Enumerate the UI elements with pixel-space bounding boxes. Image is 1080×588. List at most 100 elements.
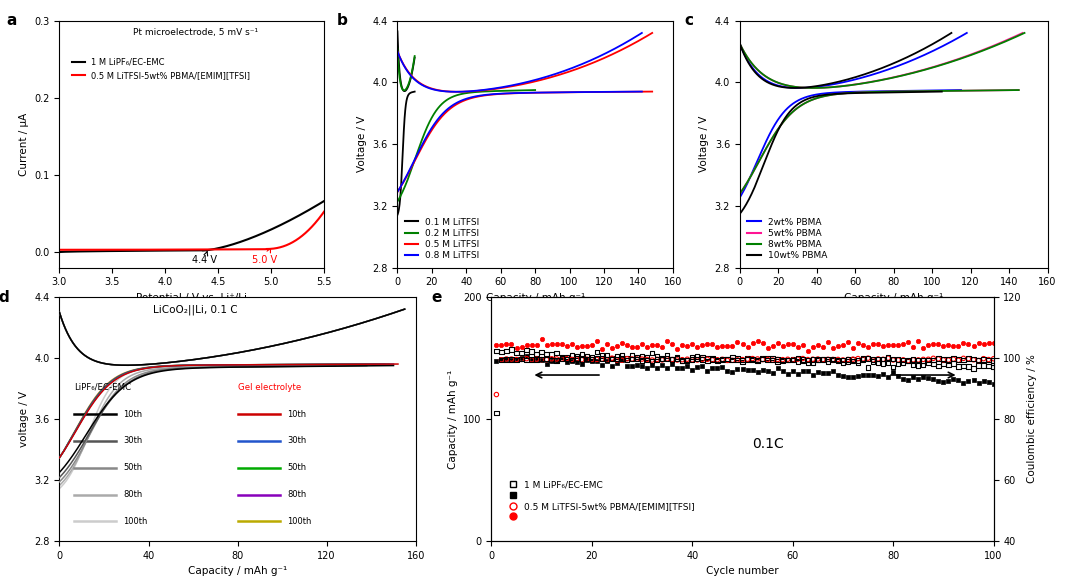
Point [724, 352, 741, 362]
Point [970, 355, 987, 365]
Point [553, 340, 570, 349]
Point [663, 359, 680, 368]
Point [674, 356, 691, 366]
Point [678, 342, 696, 351]
Point [538, 355, 555, 365]
Point [748, 356, 766, 365]
Legend: 1 M LiPF₆/EC-EMC, 0.5 M LiTFSI-5wt% PBMA/[EMIM][TFSI]: 1 M LiPF₆/EC-EMC, 0.5 M LiTFSI-5wt% PBMA… [69, 54, 254, 83]
Point [845, 356, 862, 366]
Point [869, 358, 887, 368]
Point [598, 350, 616, 360]
Point [930, 361, 947, 370]
Point [769, 355, 786, 364]
Point [513, 355, 530, 364]
Point [809, 340, 826, 350]
Point [820, 338, 837, 347]
Point [623, 355, 640, 364]
Point [648, 352, 665, 361]
Point [613, 356, 631, 365]
Point [829, 341, 847, 350]
Point [714, 363, 731, 372]
Point [935, 355, 953, 365]
Point [608, 355, 625, 364]
Point [860, 371, 877, 380]
Point [985, 354, 1002, 363]
Point [869, 340, 887, 349]
Point [548, 339, 565, 349]
Point [864, 355, 881, 365]
Point [805, 355, 822, 364]
Point [894, 375, 912, 384]
Point [924, 375, 942, 384]
Point [573, 355, 591, 365]
Point [860, 363, 877, 372]
Point [623, 343, 640, 352]
Point [915, 343, 932, 353]
Point [684, 339, 701, 349]
Point [528, 349, 545, 359]
Point [985, 379, 1002, 389]
Point [964, 364, 982, 373]
Point [905, 342, 922, 352]
Text: LiCoO₂||Li, 0.1 C: LiCoO₂||Li, 0.1 C [152, 304, 238, 315]
Point [930, 376, 947, 386]
Point [945, 354, 962, 363]
Point [613, 350, 631, 360]
Point [890, 359, 907, 369]
Point [935, 341, 953, 350]
Text: 100th: 100th [287, 517, 312, 526]
Point [839, 338, 856, 347]
Point [820, 355, 837, 364]
Point [940, 355, 957, 365]
Point [894, 339, 912, 348]
Point [909, 355, 927, 365]
Point [724, 356, 741, 365]
Point [794, 367, 811, 376]
Point [970, 378, 987, 387]
Point [669, 355, 686, 365]
Point [909, 355, 927, 365]
Point [930, 354, 947, 363]
Point [568, 357, 585, 366]
Point [854, 354, 872, 363]
Point [744, 354, 761, 363]
Point [674, 340, 691, 350]
Point [900, 356, 917, 366]
Point [849, 358, 866, 367]
Point [704, 355, 721, 365]
Point [890, 355, 907, 364]
Point [824, 355, 841, 365]
Point [638, 363, 656, 373]
Point [805, 342, 822, 352]
Point [492, 348, 510, 357]
Point [553, 354, 570, 363]
Point [513, 343, 530, 352]
Point [659, 354, 676, 363]
Point [754, 355, 771, 364]
Point [769, 355, 786, 364]
Point [568, 352, 585, 361]
Point [669, 345, 686, 354]
Point [920, 358, 937, 368]
Point [970, 338, 987, 348]
Point [940, 360, 957, 369]
Point [629, 342, 646, 352]
Point [719, 367, 737, 376]
Point [538, 355, 555, 364]
Point [543, 356, 561, 365]
Point [915, 356, 932, 365]
Point [498, 355, 515, 364]
Point [613, 355, 631, 365]
Point [593, 355, 610, 364]
Point [693, 355, 711, 364]
Point [608, 358, 625, 368]
Point [849, 338, 866, 348]
Point [814, 354, 832, 363]
Point [659, 350, 676, 360]
Point [488, 356, 505, 365]
Point [935, 359, 953, 369]
Point [534, 355, 551, 365]
Point [538, 359, 555, 369]
Point [975, 339, 993, 349]
Point [820, 368, 837, 377]
